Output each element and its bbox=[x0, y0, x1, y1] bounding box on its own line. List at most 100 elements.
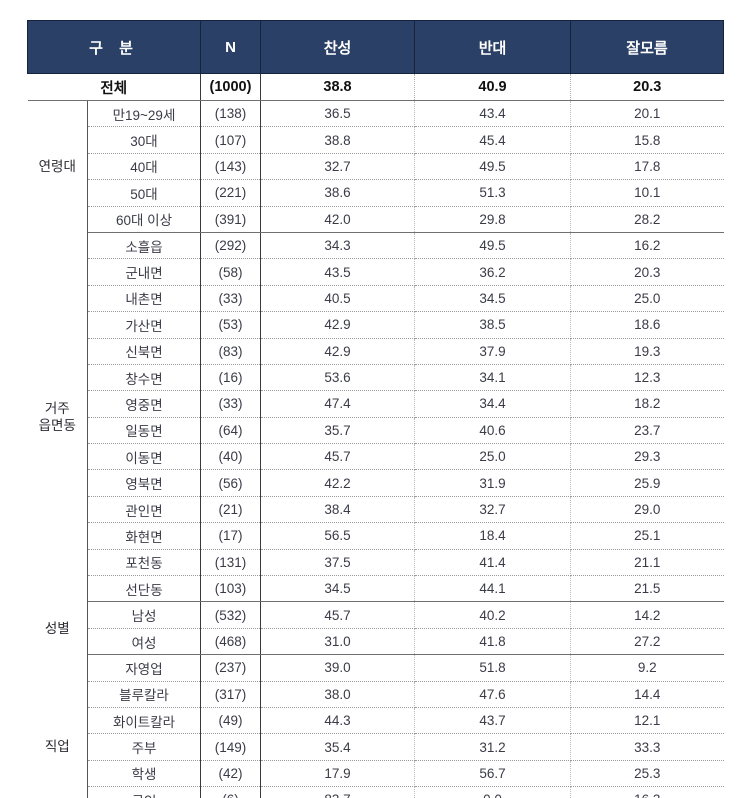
row-label: 40대 bbox=[87, 153, 201, 181]
row-dontknow: 20.1 bbox=[570, 100, 724, 128]
table-row: 일동면 (64) 35.7 40.6 23.7 bbox=[28, 417, 724, 445]
row-n: (532) bbox=[200, 601, 261, 629]
row-oppose: 43.4 bbox=[414, 100, 571, 128]
row-dontknow: 12.1 bbox=[570, 707, 724, 735]
row-n: (391) bbox=[200, 206, 261, 233]
table-row: 성별 남성 (532) 45.7 40.2 14.2 bbox=[27, 601, 724, 655]
row-agree: 38.0 bbox=[260, 681, 415, 708]
row-dontknow: 25.1 bbox=[570, 522, 724, 550]
row-dontknow: 25.3 bbox=[570, 760, 724, 788]
row-agree: 45.7 bbox=[260, 443, 415, 471]
row-oppose: 18.4 bbox=[414, 522, 571, 550]
row-agree: 34.3 bbox=[260, 232, 415, 260]
table-row: 주부 (149) 35.4 31.2 33.3 bbox=[28, 733, 724, 761]
row-dontknow: 12.3 bbox=[570, 364, 724, 392]
row-oppose: 49.5 bbox=[414, 153, 571, 181]
group-label-0: 연령대 bbox=[27, 100, 88, 233]
column-header-division: 구 분 bbox=[27, 20, 201, 74]
group-label-2: 성별 bbox=[27, 601, 88, 655]
row-n: (6) bbox=[200, 786, 261, 798]
row-label: 이동면 bbox=[87, 443, 201, 471]
row-n: (21) bbox=[200, 496, 261, 524]
row-dontknow: 27.2 bbox=[570, 628, 724, 656]
row-dontknow: 19.3 bbox=[570, 338, 724, 365]
row-agree: 42.2 bbox=[260, 469, 415, 497]
table-row: 직업 자영업 (237) 39.0 51.8 9.2 bbox=[27, 654, 724, 798]
row-label: 군인 bbox=[87, 786, 201, 798]
row-label: 소흘읍 bbox=[87, 232, 201, 260]
row-agree: 32.7 bbox=[260, 153, 415, 181]
row-agree: 39.0 bbox=[260, 654, 415, 682]
row-dontknow: 9.2 bbox=[570, 654, 724, 682]
row-dontknow: 16.2 bbox=[570, 232, 724, 260]
row-dontknow: 14.4 bbox=[570, 681, 724, 708]
row-dontknow: 28.2 bbox=[570, 206, 724, 233]
table-row: 60대 이상 (391) 42.0 29.8 28.2 bbox=[28, 206, 724, 233]
row-agree: 42.9 bbox=[260, 311, 415, 339]
table-row: 창수면 (16) 53.6 34.1 12.3 bbox=[28, 364, 724, 392]
row-oppose: 44.1 bbox=[414, 575, 571, 603]
row-label: 50대 bbox=[87, 179, 201, 207]
row-n: (237) bbox=[200, 654, 261, 682]
row-oppose: 41.4 bbox=[414, 549, 571, 577]
table-row: 이동면 (40) 45.7 25.0 29.3 bbox=[28, 443, 724, 471]
table-body: 전체 (1000) 38.8 40.9 20.3 연령대 만19~29세 (138) 36.5 4… bbox=[27, 73, 724, 798]
row-oppose: 49.5 bbox=[414, 232, 571, 260]
group-label-3: 직업 bbox=[27, 654, 88, 798]
row-n: (221) bbox=[200, 179, 261, 207]
row-n: (292) bbox=[200, 232, 261, 260]
row-label: 30대 bbox=[87, 126, 201, 154]
row-dontknow: 14.2 bbox=[570, 601, 724, 629]
row-n: (64) bbox=[200, 417, 261, 445]
row-oppose: 25.0 bbox=[414, 443, 571, 471]
table-row: 관인면 (21) 38.4 32.7 29.0 bbox=[28, 496, 724, 524]
row-agree: 40.5 bbox=[260, 285, 415, 313]
row-dontknow: 29.0 bbox=[570, 496, 724, 524]
row-dontknow: 21.5 bbox=[570, 575, 724, 603]
row-agree: 38.4 bbox=[260, 496, 415, 524]
total-row-label: 전체 bbox=[27, 73, 201, 101]
row-n: (103) bbox=[200, 575, 261, 603]
column-header-n: N bbox=[200, 20, 261, 74]
table-row: 영북면 (56) 42.2 31.9 25.9 bbox=[28, 469, 724, 497]
row-label: 선단동 bbox=[87, 575, 201, 603]
row-n: (53) bbox=[200, 311, 261, 339]
row-dontknow: 21.1 bbox=[570, 549, 724, 577]
row-label: 주부 bbox=[87, 733, 201, 761]
table-row: 여성 (468) 31.0 41.8 27.2 bbox=[28, 628, 724, 656]
row-agree: 45.7 bbox=[260, 601, 415, 629]
row-dontknow: 15.8 bbox=[570, 126, 724, 154]
row-agree: 42.0 bbox=[260, 206, 415, 233]
row-dontknow: 23.7 bbox=[570, 417, 724, 445]
row-label: 창수면 bbox=[87, 364, 201, 392]
row-agree: 56.5 bbox=[260, 522, 415, 550]
row-oppose: 34.5 bbox=[414, 285, 571, 313]
table-row: 포천동 (131) 37.5 41.4 21.1 bbox=[28, 549, 724, 577]
row-n: (149) bbox=[200, 733, 261, 761]
row-oppose: 51.8 bbox=[414, 654, 571, 682]
row-oppose: 51.3 bbox=[414, 179, 571, 207]
row-n: (56) bbox=[200, 469, 261, 497]
row-label: 여성 bbox=[87, 628, 201, 656]
table-row: 연령대 만19~29세 (138) 36.5 43.4 20.1 bbox=[27, 100, 724, 233]
survey-results-table: 구 분 N 찬성 반대 잘모름 전체 (1000) 38.8 40.9 20.3 연령대 만… bbox=[27, 20, 724, 798]
row-label: 60대 이상 bbox=[87, 206, 201, 233]
row-dontknow: 18.6 bbox=[570, 311, 724, 339]
row-dontknow: 33.3 bbox=[570, 733, 724, 761]
row-agree: 44.3 bbox=[260, 707, 415, 735]
row-dontknow: 10.1 bbox=[570, 179, 724, 207]
row-label: 내촌면 bbox=[87, 285, 201, 313]
table-row: 선단동 (103) 34.5 44.1 21.5 bbox=[28, 575, 724, 603]
row-n: (49) bbox=[200, 707, 261, 735]
row-agree: 42.9 bbox=[260, 338, 415, 365]
row-n: (17) bbox=[200, 522, 261, 550]
row-agree: 34.5 bbox=[260, 575, 415, 603]
row-label: 화현면 bbox=[87, 522, 201, 550]
table-row: 거주 읍면동 소흘읍 (292) 34.3 49.5 16.2 bbox=[27, 232, 724, 602]
row-agree: 53.6 bbox=[260, 364, 415, 392]
row-agree: 17.9 bbox=[260, 760, 415, 788]
row-n: (317) bbox=[200, 681, 261, 708]
row-oppose: 38.5 bbox=[414, 311, 571, 339]
row-dontknow: 25.0 bbox=[570, 285, 724, 313]
row-label: 자영업 bbox=[87, 654, 201, 682]
